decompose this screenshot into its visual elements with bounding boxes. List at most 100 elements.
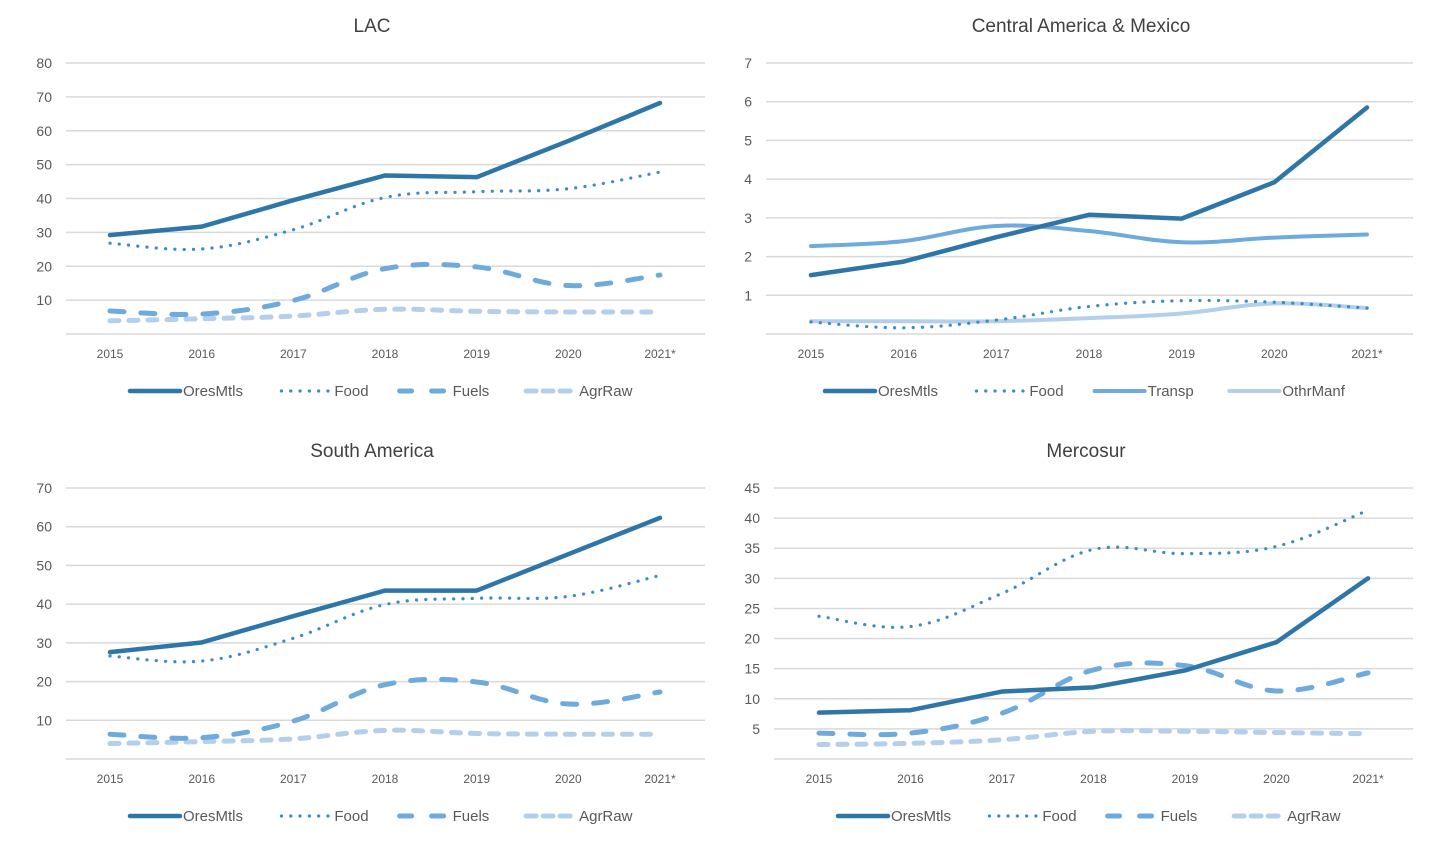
series-line-food [809, 298, 1369, 330]
data-point-food [291, 228, 295, 232]
data-point-fuels [1366, 671, 1370, 675]
data-point-agrraw [108, 319, 112, 323]
x-tick-label: 2021* [644, 347, 676, 361]
legend-label: OthrManf [1282, 383, 1345, 400]
y-tick-label: 70 [36, 480, 52, 496]
series-line-oresmtls [107, 100, 663, 238]
y-tick-label: 30 [744, 570, 760, 586]
data-point-agrraw [817, 743, 821, 747]
legend-label: Transp [1148, 383, 1194, 400]
x-tick-label: 2016 [188, 772, 215, 786]
data-point-food [658, 170, 662, 174]
y-tick-label: 2 [744, 249, 752, 265]
data-point-transp [902, 239, 906, 243]
data-point-oresmtls [383, 589, 387, 593]
data-point-oresmtls [817, 711, 821, 715]
x-tick-label: 2016 [897, 772, 924, 786]
legend-item-food: Food [974, 383, 1064, 400]
legend-item-othrmanf: OthrManf [1227, 383, 1346, 400]
data-point-agrraw [200, 740, 204, 744]
chart-panel-south-america: South America 10 20 30 40 50 60 70 2015 2016 2017 2… [36, 441, 705, 825]
data-point-oresmtls [383, 173, 387, 177]
legend-item-food: Food [279, 808, 369, 825]
data-point-othrmanf [1180, 311, 1184, 315]
data-point-food [291, 636, 295, 640]
series-line-agrraw [107, 727, 663, 747]
x-tick-label: 2019 [463, 772, 490, 786]
data-point-food [909, 625, 913, 629]
legend-label: Food [1042, 808, 1076, 825]
data-point-agrraw [383, 728, 387, 732]
data-point-fuels [108, 732, 112, 736]
series-line-transp [809, 223, 1369, 249]
data-point-food [200, 247, 204, 251]
series-line-food [817, 508, 1370, 629]
legend-item-oresmtls: OresMtls [127, 808, 243, 825]
data-point-fuels [1183, 664, 1187, 668]
data-point-transp [1272, 236, 1276, 240]
x-tick-label: 2020 [1261, 347, 1288, 361]
legend-label: OresMtls [183, 383, 243, 400]
data-point-food [1087, 305, 1091, 309]
x-tick-label: 2021* [644, 772, 676, 786]
data-point-oresmtls [566, 552, 570, 556]
data-point-agrraw [658, 732, 662, 736]
legend-item-agrraw: AgrRaw [523, 383, 633, 400]
data-point-food [817, 614, 821, 618]
legend-label: Food [334, 383, 368, 400]
data-point-food [809, 320, 813, 324]
data-point-agrraw [108, 742, 112, 746]
data-point-fuels [291, 298, 295, 302]
x-tick-label: 2018 [372, 347, 399, 361]
data-point-oresmtls [902, 260, 906, 264]
data-point-food [994, 318, 998, 322]
legend-item-oresmtls: OresMtls [127, 383, 243, 400]
data-point-fuels [817, 731, 821, 735]
y-tick-label: 10 [36, 712, 52, 728]
data-point-transp [1365, 233, 1369, 237]
legend: OresMtls Food Transp OthrManf [822, 383, 1346, 400]
legend-label: Food [334, 808, 368, 825]
data-point-oresmtls [1365, 106, 1369, 110]
data-point-oresmtls [108, 650, 112, 654]
legend: OresMtls Food Fuels AgrRaw [835, 808, 1341, 825]
data-point-food [475, 190, 479, 194]
data-point-oresmtls [1000, 690, 1004, 694]
y-tick-label: 40 [744, 510, 760, 526]
data-point-agrraw [1092, 729, 1096, 733]
y-tick-label: 60 [36, 519, 52, 535]
y-tick-label: 45 [744, 480, 760, 496]
x-tick-label: 2016 [188, 347, 215, 361]
data-point-food [475, 596, 479, 600]
chart-panel-lac: LAC 10 20 30 40 50 60 70 80 2015 2016 2017 2018 2019 2… [36, 16, 705, 400]
x-tick-label: 2015 [97, 772, 124, 786]
data-point-oresmtls [994, 235, 998, 239]
data-point-food [1272, 300, 1276, 304]
data-point-oresmtls [200, 225, 204, 229]
x-tick-label: 2016 [890, 347, 917, 361]
data-point-agrraw [658, 310, 662, 314]
x-tick-label: 2021* [1351, 347, 1383, 361]
x-tick-label: 2019 [463, 347, 490, 361]
chart-title: Mercosur [1046, 441, 1126, 462]
x-tick-label: 2020 [1263, 772, 1290, 786]
x-tick-label: 2015 [97, 347, 124, 361]
legend-label: Fuels [453, 808, 490, 825]
data-point-transp [809, 244, 813, 248]
x-tick-label: 2015 [798, 347, 825, 361]
x-tick-label: 2019 [1172, 772, 1199, 786]
y-tick-label: 40 [36, 596, 52, 612]
data-point-agrraw [200, 317, 204, 321]
legend-label: Food [1029, 383, 1063, 400]
data-point-food [658, 573, 662, 577]
data-point-food [1365, 306, 1369, 310]
series-line-agrraw [107, 306, 663, 324]
legend-item-agrraw: AgrRaw [523, 808, 633, 825]
legend-label: Fuels [453, 383, 490, 400]
legend-item-food: Food [987, 808, 1077, 825]
data-point-oresmtls [1092, 685, 1096, 689]
data-point-othrmanf [902, 319, 906, 323]
data-point-oresmtls [200, 640, 204, 644]
x-tick-label: 2017 [989, 772, 1016, 786]
data-point-agrraw [291, 314, 295, 318]
